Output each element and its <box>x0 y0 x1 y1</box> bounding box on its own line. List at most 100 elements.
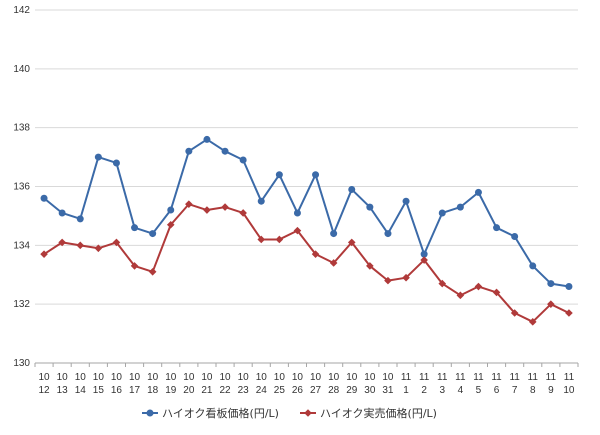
data-point <box>366 203 374 211</box>
x-tick-label-month: 10 <box>364 372 376 383</box>
x-tick-label-month: 10 <box>75 372 87 383</box>
data-point <box>329 259 338 267</box>
gridlines <box>35 9 578 364</box>
data-point <box>94 153 102 161</box>
x-tick-label-day: 28 <box>328 385 340 396</box>
x-tick-label-month: 10 <box>382 372 394 383</box>
data-point <box>275 235 284 244</box>
data-point <box>420 250 428 258</box>
data-point <box>402 273 410 282</box>
data-point <box>76 241 85 250</box>
data-point <box>312 171 320 179</box>
data-point <box>529 262 537 270</box>
x-tick-label-month: 11 <box>437 372 448 383</box>
x-tick-label-month: 11 <box>564 372 575 383</box>
x-tick-label-day: 2 <box>421 385 427 396</box>
data-point <box>221 203 229 211</box>
x-tick-label-day: 14 <box>75 385 87 396</box>
data-point <box>528 318 537 326</box>
x-tick-label-month: 11 <box>546 372 557 383</box>
x-tick-label-month: 10 <box>328 372 340 383</box>
legend-marker <box>304 409 312 417</box>
data-point <box>257 197 265 205</box>
legend: ハイオク看板価格(円/L) ハイオク実売価格(円/L) <box>142 406 437 420</box>
x-axis: 1012101310141015101610171018101910201021… <box>34 362 579 396</box>
data-point <box>420 256 428 264</box>
data-point <box>148 268 157 276</box>
data-point <box>547 280 555 288</box>
legend-marker <box>146 409 154 417</box>
data-point <box>492 288 501 297</box>
x-tick-label-month: 10 <box>274 372 286 383</box>
x-tick-label-month: 11 <box>528 372 539 383</box>
x-tick-label-day: 23 <box>238 385 250 396</box>
x-tick-label-day: 5 <box>476 385 482 396</box>
x-tick-label-day: 10 <box>563 385 575 396</box>
data-point <box>311 250 320 258</box>
data-point <box>565 283 573 291</box>
x-tick-label-day: 8 <box>530 385 536 396</box>
x-tick-label-day: 24 <box>256 385 268 396</box>
x-tick-label-month: 10 <box>238 372 250 383</box>
x-tick-label-month: 10 <box>183 372 195 383</box>
data-point <box>456 203 464 211</box>
data-point <box>456 291 465 300</box>
x-tick-label-day: 17 <box>129 385 141 396</box>
x-tick-label-day: 9 <box>548 385 554 396</box>
x-tick-label-month: 10 <box>111 372 123 383</box>
data-point <box>112 159 120 167</box>
data-point <box>203 206 211 214</box>
x-tick-label-day: 13 <box>57 385 69 396</box>
x-tick-label-month: 10 <box>38 372 50 383</box>
x-tick-label-day: 25 <box>274 385 286 396</box>
data-point <box>221 147 229 155</box>
x-tick-label-month: 11 <box>509 372 520 383</box>
x-tick-label-day: 6 <box>494 385 500 396</box>
x-tick-label-month: 11 <box>419 372 430 383</box>
series-2 <box>40 200 573 326</box>
data-point <box>510 309 519 317</box>
data-point <box>384 276 392 285</box>
x-tick-label-month: 10 <box>93 372 105 383</box>
data-point <box>347 238 356 247</box>
data-point <box>112 238 121 247</box>
x-tick-label-month: 10 <box>346 372 358 383</box>
data-point <box>76 215 84 223</box>
x-tick-label-month: 10 <box>292 372 304 383</box>
data-point <box>239 209 247 217</box>
x-tick-label-month: 10 <box>147 372 159 383</box>
data-point <box>438 279 447 288</box>
data-point <box>438 209 446 217</box>
data-point <box>185 200 193 208</box>
data-point <box>239 156 247 164</box>
legend-label: ハイオク看板価格(円/L) <box>162 406 279 420</box>
data-point <box>40 250 48 258</box>
x-tick-label-day: 7 <box>512 385 518 396</box>
data-point <box>130 262 139 270</box>
x-tick-label-month: 10 <box>256 372 268 383</box>
data-point <box>58 238 66 247</box>
x-tick-label-day: 26 <box>292 385 304 396</box>
x-tick-label-day: 22 <box>219 385 231 396</box>
data-point <box>493 224 501 232</box>
series-1 <box>40 135 573 291</box>
x-tick-label-day: 1 <box>403 385 409 396</box>
x-tick-label-month: 11 <box>455 372 466 383</box>
data-point <box>402 197 410 205</box>
legend-label: ハイオク実売価格(円/L) <box>320 406 437 420</box>
data-point <box>547 300 555 308</box>
series-line <box>43 203 570 323</box>
x-tick-label-month: 11 <box>401 372 412 383</box>
y-tick-label: 134 <box>13 240 30 251</box>
data-point <box>166 220 175 229</box>
y-tick-label: 132 <box>13 299 30 310</box>
x-tick-label-day: 16 <box>111 385 123 396</box>
data-point <box>275 171 283 179</box>
y-tick-label: 136 <box>13 182 30 193</box>
y-tick-label: 130 <box>13 358 30 369</box>
x-tick-label-day: 15 <box>93 385 105 396</box>
x-tick-label-day: 19 <box>165 385 177 396</box>
legend-item-2: ハイオク実売価格(円/L) <box>300 406 437 420</box>
x-tick-label-month: 11 <box>473 372 484 383</box>
data-point <box>94 244 103 253</box>
